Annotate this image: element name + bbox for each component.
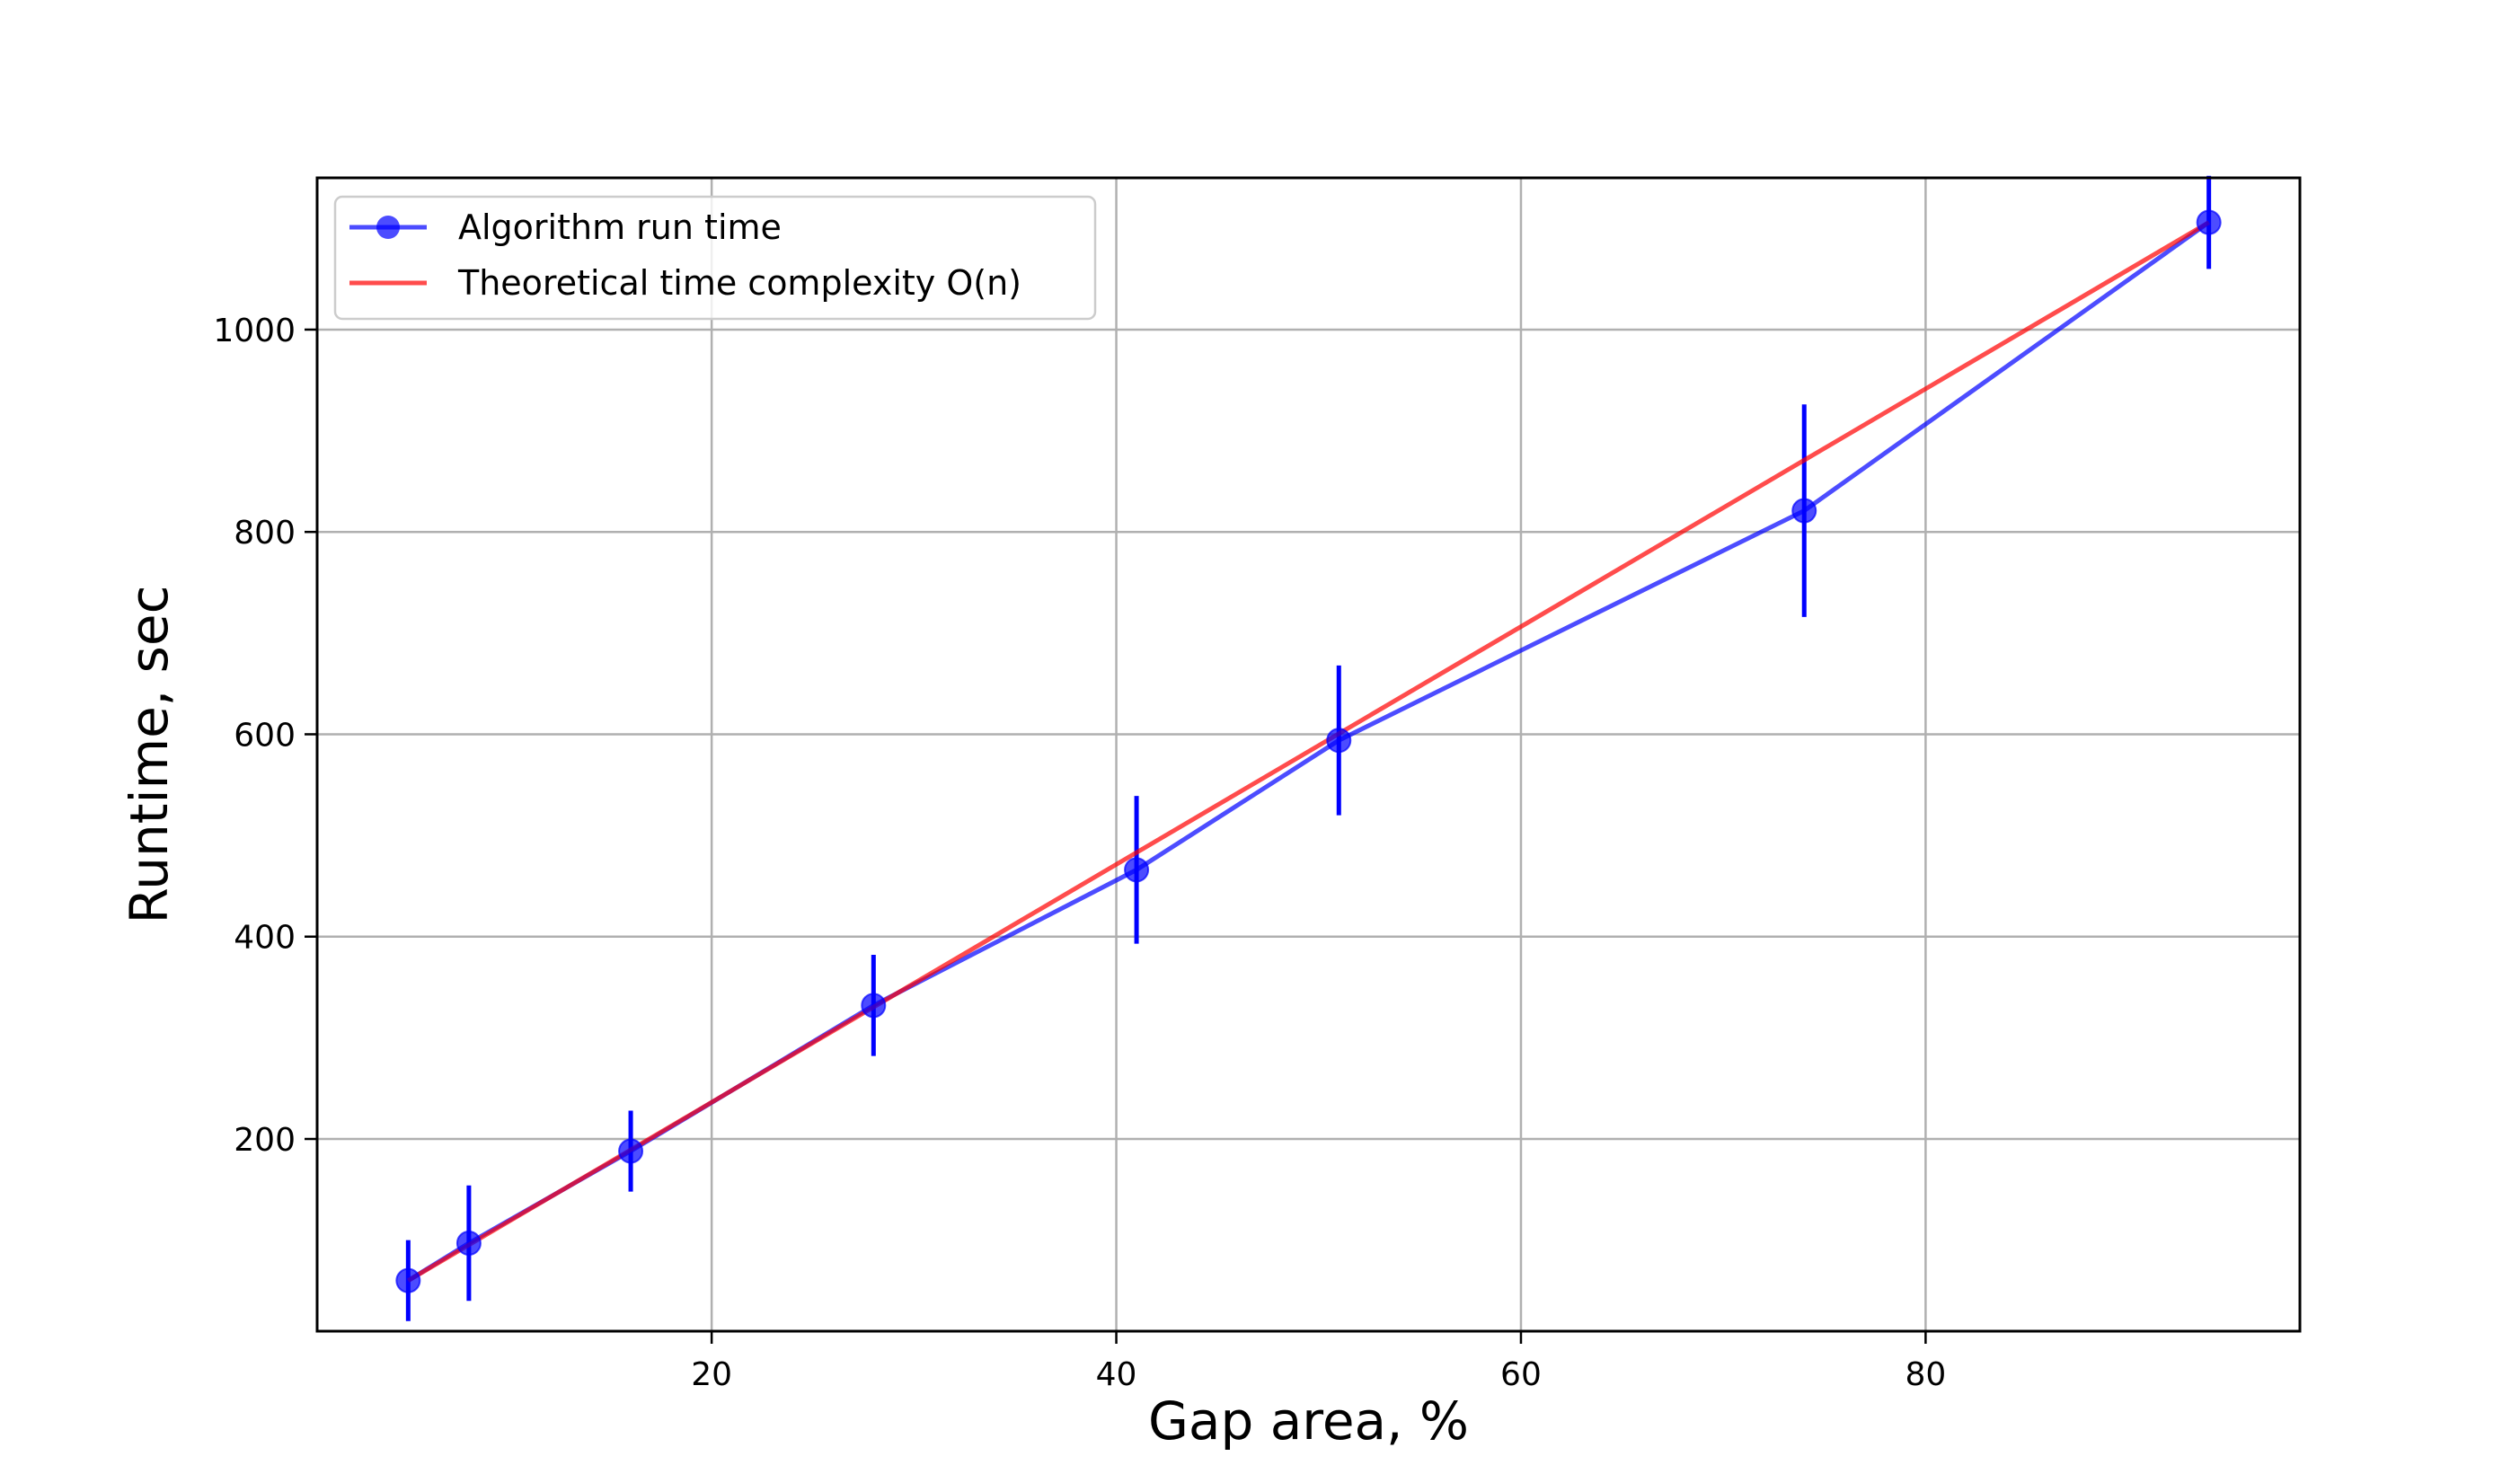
y-tick-label: 800 <box>234 515 296 552</box>
data-point <box>1124 857 1150 883</box>
data-point <box>2196 209 2222 235</box>
x-tick-label: 40 <box>1096 1356 1137 1393</box>
axes-frame <box>315 176 2302 1333</box>
data-point <box>455 1231 482 1257</box>
legend: Algorithm run time Theoretical time comp… <box>333 195 1097 321</box>
y-tick-label: 400 <box>234 920 296 957</box>
plot-content <box>395 175 2222 1321</box>
x-tick-label: 80 <box>1905 1356 1946 1393</box>
grid <box>317 178 2300 1331</box>
legend-box <box>333 195 1097 321</box>
legend-marker-algorithm <box>376 216 400 239</box>
y-tick-label: 200 <box>234 1122 296 1159</box>
data-point <box>1791 498 1817 524</box>
legend-entry-algorithm: Algorithm run time <box>458 207 782 247</box>
data-point <box>395 1267 421 1293</box>
x-tick-label: 60 <box>1500 1356 1542 1393</box>
y-axis-label: Runtime, sec <box>119 586 180 924</box>
series-line-theoretical <box>407 220 2210 1283</box>
data-point <box>618 1138 644 1164</box>
y-tick-label: 600 <box>234 717 296 754</box>
ticks: 20 40 60 80 200 400 600 800 1000 <box>213 313 1946 1393</box>
legend-entry-theoretical: Theoretical time complexity O(n) <box>457 263 1021 303</box>
data-point <box>1326 728 1352 754</box>
x-tick-label: 20 <box>691 1356 732 1393</box>
y-tick-label: 1000 <box>213 313 296 349</box>
x-axis-label: Gap area, % <box>1148 1390 1469 1452</box>
data-point <box>861 993 887 1019</box>
